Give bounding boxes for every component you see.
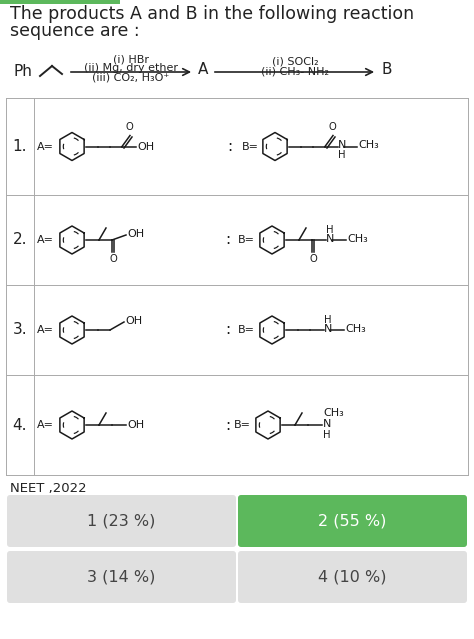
- Text: 2.: 2.: [13, 233, 27, 247]
- Text: A: A: [198, 63, 209, 77]
- Text: 3.: 3.: [13, 323, 27, 337]
- FancyBboxPatch shape: [7, 551, 236, 603]
- Text: (iii) CO₂, H₃O⁺: (iii) CO₂, H₃O⁺: [92, 72, 170, 82]
- Text: B=: B=: [238, 325, 255, 335]
- Text: H: H: [326, 225, 334, 235]
- Text: (i) HBr: (i) HBr: [113, 54, 149, 64]
- Text: O: O: [125, 123, 133, 132]
- FancyBboxPatch shape: [238, 495, 467, 547]
- Text: (ii) Mg, dry ether: (ii) Mg, dry ether: [84, 63, 178, 73]
- Text: N: N: [323, 419, 331, 429]
- Text: B=: B=: [238, 235, 255, 245]
- Text: A=: A=: [37, 235, 54, 245]
- Text: B: B: [382, 63, 392, 77]
- Text: CH₃: CH₃: [358, 141, 379, 151]
- Text: :: :: [226, 323, 230, 337]
- Text: 1.: 1.: [13, 139, 27, 154]
- Text: OH: OH: [137, 141, 154, 151]
- FancyBboxPatch shape: [7, 495, 236, 547]
- Text: :: :: [228, 139, 233, 154]
- Text: CH₃: CH₃: [347, 234, 368, 244]
- Bar: [0, 0, 120, 4]
- Text: (ii) CH₃- NH₂: (ii) CH₃- NH₂: [261, 66, 329, 76]
- Text: O: O: [309, 254, 317, 264]
- Text: 4 (10 %): 4 (10 %): [318, 569, 387, 585]
- FancyBboxPatch shape: [238, 551, 467, 603]
- Text: :: :: [226, 233, 230, 247]
- Text: N: N: [338, 141, 346, 151]
- Text: 2 (55 %): 2 (55 %): [319, 514, 387, 528]
- Text: O: O: [109, 254, 117, 264]
- Text: 3 (14 %): 3 (14 %): [87, 569, 155, 585]
- Text: 1 (23 %): 1 (23 %): [87, 514, 155, 528]
- Text: NEET ,2022: NEET ,2022: [10, 482, 87, 495]
- Text: Ph: Ph: [14, 65, 33, 79]
- Text: OH: OH: [127, 420, 144, 430]
- Text: H: H: [338, 151, 346, 160]
- Text: O: O: [328, 123, 336, 132]
- Text: CH₃: CH₃: [345, 324, 366, 334]
- Text: (i) SOCl₂: (i) SOCl₂: [272, 57, 319, 67]
- Text: CH₃: CH₃: [323, 408, 344, 418]
- Text: H: H: [323, 430, 330, 440]
- Text: A=: A=: [37, 420, 54, 430]
- Text: B=: B=: [242, 141, 259, 151]
- Text: B=: B=: [234, 420, 251, 430]
- Text: N: N: [326, 234, 334, 244]
- Text: H: H: [324, 315, 331, 325]
- Text: The products A and B in the following reaction: The products A and B in the following re…: [10, 5, 414, 23]
- Text: A=: A=: [37, 141, 54, 151]
- Text: OH: OH: [127, 229, 144, 239]
- Text: A=: A=: [37, 325, 54, 335]
- Text: N: N: [324, 324, 332, 334]
- Text: 4.: 4.: [13, 417, 27, 433]
- Text: OH: OH: [125, 316, 142, 326]
- Text: sequence are :: sequence are :: [10, 22, 140, 40]
- Text: :: :: [226, 417, 230, 433]
